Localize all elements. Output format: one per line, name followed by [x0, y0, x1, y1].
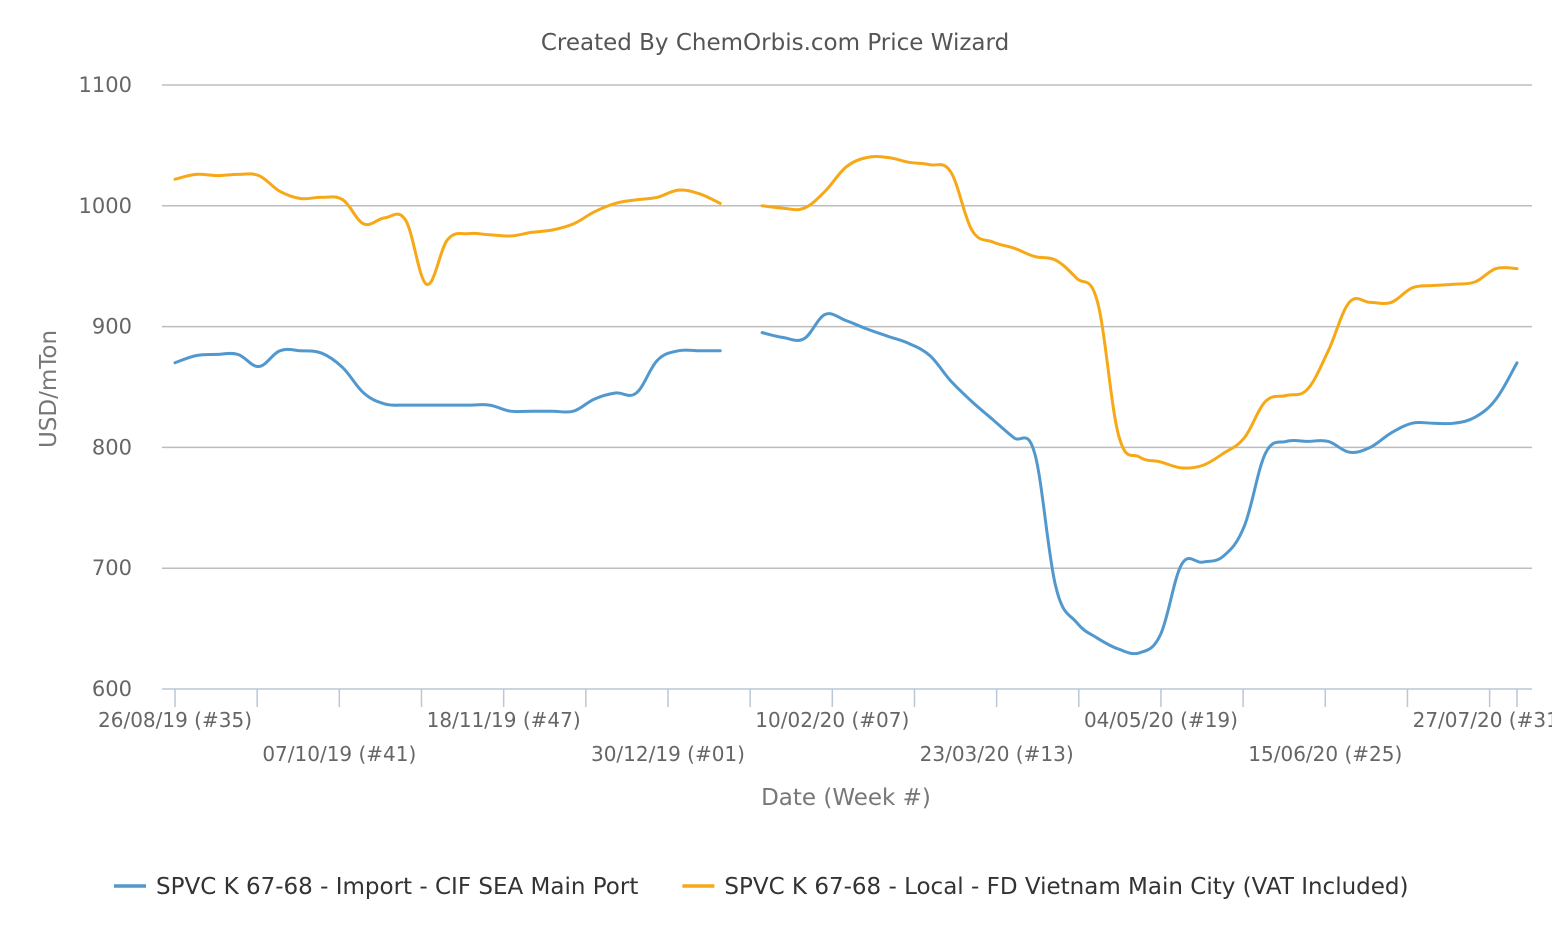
x-tick-label: 18/11/19 (#47) [427, 708, 581, 732]
chart-title: Created By ChemOrbis.com Price Wizard [541, 30, 1009, 56]
y-tick-label: 600 [92, 677, 132, 701]
y-tick-label: 800 [92, 435, 132, 459]
series-line-1 [760, 312, 1519, 656]
x-tick-label: 07/10/19 (#41) [262, 742, 416, 766]
x-tick-label: 23/03/20 (#13) [920, 742, 1074, 766]
x-tick-label: 04/05/20 (#19) [1084, 708, 1238, 732]
y-tick-label: 1100 [79, 73, 132, 97]
gridlines [162, 84, 1532, 569]
series-line-2 [760, 154, 1519, 470]
y-axis-label: USD/mTon [36, 330, 62, 448]
y-axis-tick-labels: 600 700 800 900 1000 1100 [79, 73, 132, 701]
x-axis-ticks: 26/08/19 (#35) 07/10/19 (#41) 18/11/19 (#4… [98, 689, 1552, 766]
x-tick-label: 26/08/19 (#35) [98, 708, 252, 732]
x-axis-label: Date (Week #) [761, 785, 931, 811]
series-line-2 [173, 172, 722, 286]
legend-label-2[interactable]: SPVC K 67-68 - Local - FD Vietnam Main C… [724, 874, 1408, 900]
x-tick-label: 15/06/20 (#25) [1248, 742, 1402, 766]
legend-label-1[interactable]: SPVC K 67-68 - Import - CIF SEA Main Por… [156, 874, 638, 900]
y-tick-label: 900 [92, 315, 132, 339]
x-tick-label: 27/07/20 (#31) [1413, 708, 1552, 732]
series-lines [173, 154, 1519, 656]
x-tick-label: 30/12/19 (#01) [591, 742, 745, 766]
legend: SPVC K 67-68 - Import - CIF SEA Main Por… [114, 874, 1409, 900]
y-tick-label: 700 [92, 556, 132, 580]
series-line-1 [173, 347, 722, 414]
x-tick-label: 10/02/20 (#07) [755, 708, 909, 732]
y-tick-label: 1000 [79, 194, 132, 218]
